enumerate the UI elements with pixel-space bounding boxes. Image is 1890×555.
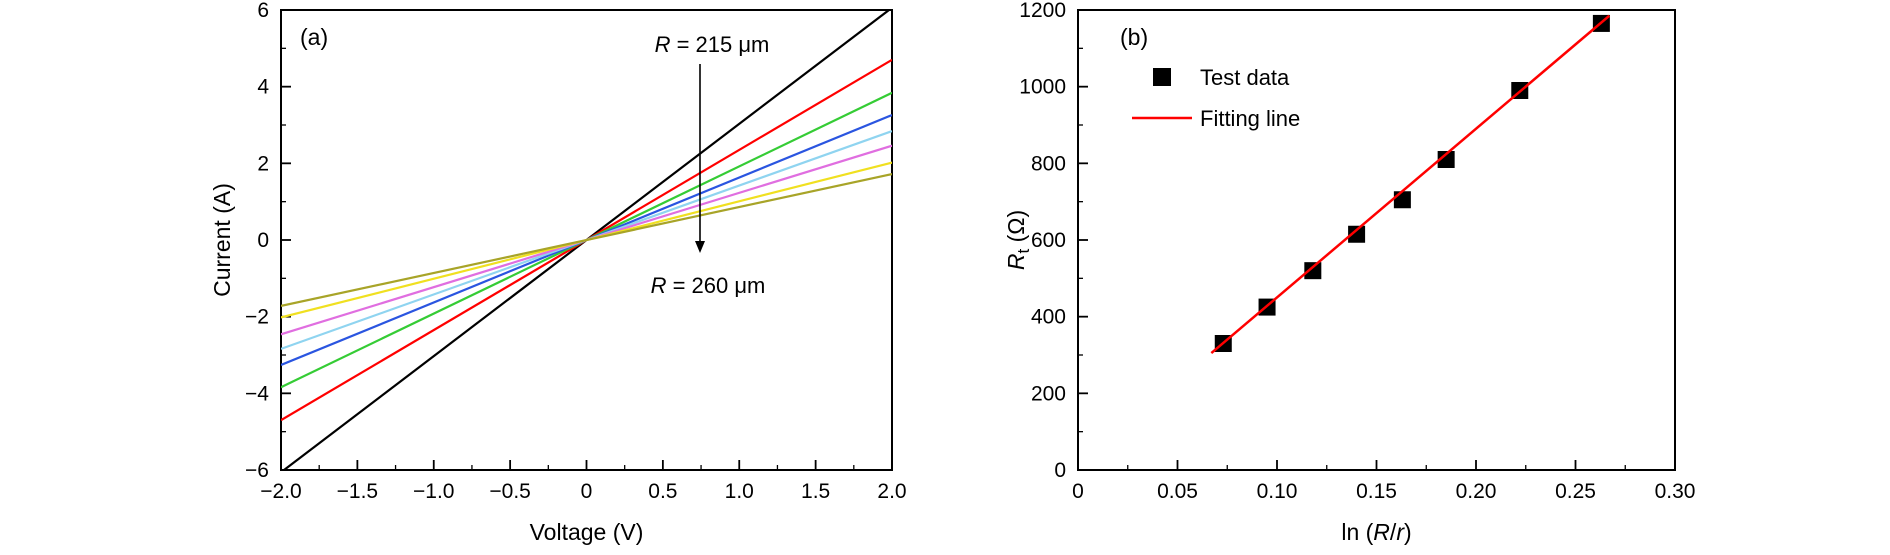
data-point-marker <box>1437 151 1455 168</box>
annotation-top-label: R = 215 μm <box>655 32 770 57</box>
data-point-marker <box>1348 225 1366 243</box>
y-tick-label: 800 <box>1031 152 1066 175</box>
y-axis: −6 −4 −2 0 2 4 6 <box>245 0 291 482</box>
panel-label: (a) <box>300 24 328 50</box>
x-tick-label: 0.25 <box>1555 480 1596 503</box>
x-axis-label: Voltage (V) <box>530 519 644 545</box>
iv-line-8 <box>281 172 892 308</box>
data-point-marker <box>1393 191 1411 209</box>
x-tick-label: −1.5 <box>337 480 378 503</box>
y-tick-label: 600 <box>1031 229 1066 252</box>
y-tick-label: −4 <box>245 382 269 405</box>
x-tick-label: 2.0 <box>877 480 906 503</box>
iv-curves <box>281 10 892 470</box>
legend-label-fitting-line: Fitting line <box>1200 106 1300 131</box>
legend-label-test-data: Test data <box>1200 65 1290 90</box>
x-tick-label: 0.15 <box>1356 480 1397 503</box>
annotation-bottom-label: R = 260 μm <box>651 273 766 298</box>
panel-label: (b) <box>1120 24 1148 50</box>
x-tick-label: 0 <box>581 480 593 503</box>
y-tick-label: −2 <box>245 306 269 329</box>
y-tick-label: 1200 <box>1019 0 1066 22</box>
y-tick-label: −6 <box>245 459 269 482</box>
data-point-marker <box>1304 262 1322 280</box>
x-tick-label: 1.0 <box>725 480 754 503</box>
y-axis-label: Rt (Ω) <box>1003 210 1033 270</box>
x-tick-label: 1.5 <box>801 480 830 503</box>
x-axis: 0 0.05 0.10 0.15 0.20 0.25 0.30 <box>1072 460 1695 503</box>
x-tick-label: 0.10 <box>1257 480 1298 503</box>
y-tick-label: 1000 <box>1019 76 1066 99</box>
y-axis-label: Current (A) <box>209 183 235 297</box>
x-tick-label: 0 <box>1072 480 1084 503</box>
y-tick-label: 400 <box>1031 306 1066 329</box>
y-tick-label: 4 <box>257 76 269 99</box>
y-tick-label: 0 <box>1054 459 1066 482</box>
fitting-line <box>1210 14 1611 355</box>
y-axis: 0 200 400 600 800 1000 1200 <box>1019 0 1088 482</box>
legend-square-swatch <box>1153 68 1171 86</box>
x-tick-label: 0.30 <box>1655 480 1696 503</box>
x-tick-label: −1.0 <box>413 480 454 503</box>
x-tick-label: −2.0 <box>260 480 301 503</box>
panel-a-iv-chart: −2.0 −1.5 −1.0 −0.5 0 0.5 1.0 1.5 2.0 −6 −4 −2 0 2 4 6 V… <box>209 0 907 545</box>
x-tick-label: 0.20 <box>1456 480 1497 503</box>
panel-b-resistance-fit-chart: 0 0.05 0.10 0.15 0.20 0.25 0.30 0 200 400 600 800 10… <box>1003 0 1695 545</box>
annotation-arrow-head <box>695 241 705 253</box>
radius-annotation: R = 215 μm R = 260 μm <box>651 32 770 298</box>
x-tick-label: 0.5 <box>648 480 677 503</box>
y-tick-label: 0 <box>257 229 269 252</box>
x-axis: −2.0 −1.5 −1.0 −0.5 0 0.5 1.0 1.5 2.0 <box>260 460 907 503</box>
y-tick-label: 6 <box>257 0 269 22</box>
y-tick-label: 200 <box>1031 382 1066 405</box>
x-axis-label: ln (R/r) <box>1341 519 1411 545</box>
y-tick-label: 2 <box>257 152 269 175</box>
x-tick-label: −0.5 <box>489 480 530 503</box>
x-tick-label: 0.05 <box>1157 480 1198 503</box>
legend: Test data Fitting line <box>1132 65 1300 131</box>
